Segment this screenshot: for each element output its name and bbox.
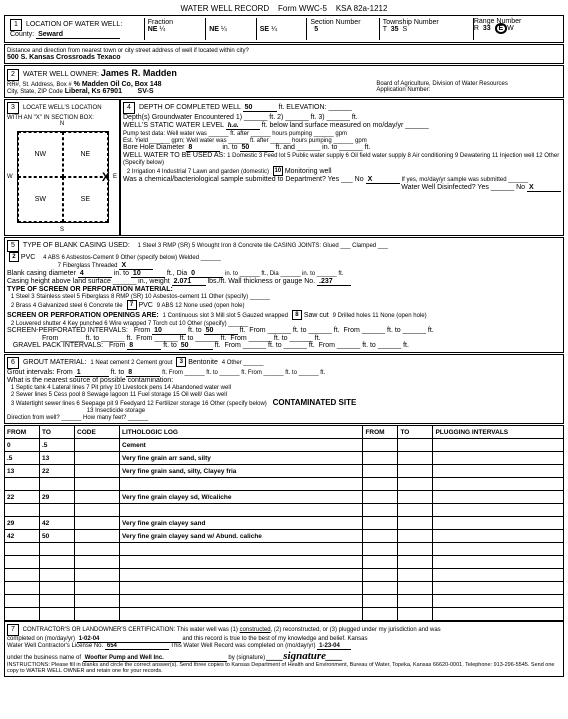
section-num-1: 1 [10,19,22,31]
section-num-6: 6 [7,357,19,369]
table-row [5,478,564,491]
section-2-owner: 2 WATER WELL OWNER: James R. Madden RR#,… [4,65,564,98]
table-row: 2942Very fine grain clayey sand [5,517,564,530]
table-row [5,608,564,621]
lithologic-log-table: FROM TO CODE LITHOLOGIC LOG FROM TO PLUG… [4,425,564,621]
section-6-grout: 6 GROUT MATERIAL: 1 Neat cement 2 Cement… [4,354,564,424]
x-marker: X [102,170,110,184]
table-row [5,569,564,582]
form-header: WATER WELL RECORD Form WWC-5 KSA 82a-121… [4,4,564,13]
section-5-casing: 5 TYPE OF BLANK CASING USED: 1 Steel 3 R… [4,237,564,353]
section-num-4: 4 [123,102,135,114]
table-row [5,504,564,517]
section-num-5: 5 [7,240,19,252]
location-diagram: NW NE SW SE X [17,131,109,223]
table-row [5,556,564,569]
section-num-7: 7 [7,624,19,636]
table-row: 0.5Cement [5,439,564,452]
table-row: 4250Very fine grain clayey sand w/ Abund… [5,530,564,543]
table-row [5,582,564,595]
section-num-3: 3 [7,102,19,114]
signature: ___signature___ [267,650,343,662]
table-row: 2229Very fine grain clayey sd, W/caliche [5,491,564,504]
table-row [5,543,564,556]
section-num-2: 2 [7,69,19,81]
distance-row: Distance and direction from nearest town… [4,44,564,64]
table-row: 1322Very fine grain sand, silty, Clayey … [5,465,564,478]
section-7-cert: 7 CONTRACTOR'S OR LANDOWNER'S CERTIFICAT… [4,621,564,677]
section-3-diagram: 3 LOCATE WELL'S LOCATION WITH AN "X" IN … [4,99,120,236]
section-1-location: 1 LOCATION OF WATER WELL: County: Seward… [4,15,564,43]
table-row [5,595,564,608]
section-4-depth: 4 DEPTH OF COMPLETED WELL 50 ft. ELEVATI… [120,99,564,236]
table-row: .513Very fine grain arr sand, silty [5,452,564,465]
